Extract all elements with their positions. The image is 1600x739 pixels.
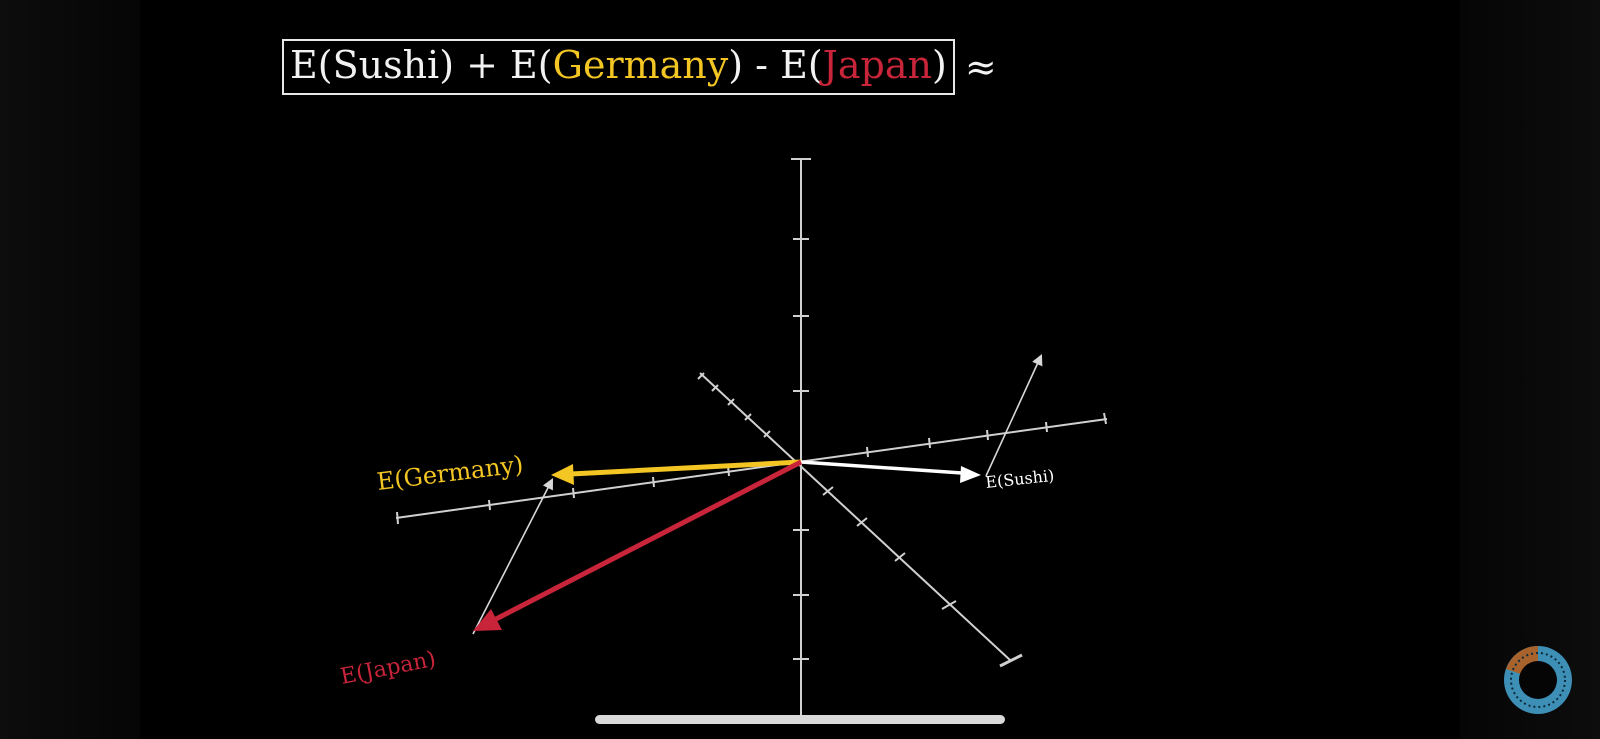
formula-japan-prefix: E( — [780, 43, 823, 87]
home-indicator-bar[interactable] — [595, 715, 1005, 724]
formula-germany-prefix: E( — [510, 43, 553, 87]
formula-japan-suffix: ) — [932, 43, 947, 87]
formula-germany-suffix: ) — [728, 43, 744, 87]
formula-box: E(Sushi) + E( Germany ) - E( Japan ) — [282, 39, 955, 95]
japan-vector — [473, 459, 803, 631]
formula-minus: - — [743, 43, 781, 87]
formula-plus: + — [454, 43, 511, 87]
depth-axis — [697, 372, 1023, 668]
germany-vector-label: E(Germany) — [375, 450, 525, 496]
helper-arrow-japan-to-germany — [472, 478, 554, 635]
sushi-vector-label: E(Sushi) — [984, 466, 1055, 492]
formula: E(Sushi) + E( Germany ) - E( Japan ) ≈ — [282, 36, 997, 98]
japan-vector-label: E(Japan) — [338, 647, 438, 690]
formula-germany-word: Germany — [552, 43, 729, 87]
formula-sushi-term: E(Sushi) — [290, 43, 455, 87]
sushi-vector — [800, 460, 981, 483]
germany-vector — [551, 459, 802, 485]
helper-arrow-sushi-offset — [985, 353, 1043, 477]
vertical-axis — [791, 158, 811, 718]
horizontal-axis — [395, 412, 1108, 525]
right-bezel — [1460, 0, 1600, 739]
3b1b-pi-eye-icon[interactable] — [1503, 645, 1573, 715]
formula-japan-word: Japan — [822, 43, 932, 87]
left-bezel — [0, 0, 140, 739]
formula-approx-symbol: ≈ — [964, 45, 997, 89]
